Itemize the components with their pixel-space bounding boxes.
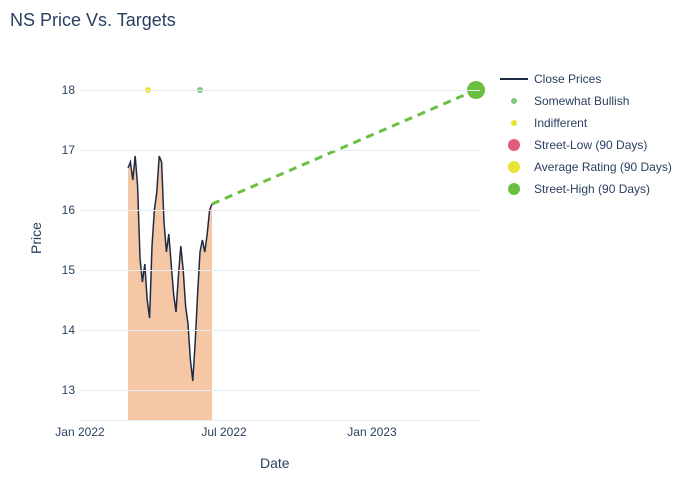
y-tick-label: 13 <box>62 383 75 397</box>
x-tick-label: Jan 2022 <box>55 425 104 439</box>
gridline <box>80 390 480 391</box>
legend-dot-wrap <box>500 98 528 104</box>
legend-item: Indifferent <box>500 114 672 132</box>
legend-item: Close Prices <box>500 70 672 88</box>
plot-svg <box>80 60 480 420</box>
gridline <box>80 150 480 151</box>
legend-label: Street-High (90 Days) <box>534 182 650 196</box>
gridline <box>80 210 480 211</box>
legend-dot-wrap <box>500 183 528 195</box>
chart-title: NS Price Vs. Targets <box>10 10 176 31</box>
legend: Close Prices Somewhat Bullish Indifferent S… <box>500 70 672 202</box>
y-tick-label: 17 <box>62 143 75 157</box>
y-tick-label: 15 <box>62 263 75 277</box>
legend-label: Indifferent <box>534 116 587 130</box>
y-axis-label: Price <box>28 222 44 254</box>
legend-line-swatch <box>500 78 528 80</box>
x-tick-label: Jul 2022 <box>201 425 246 439</box>
legend-item: Somewhat Bullish <box>500 92 672 110</box>
legend-item: Street-High (90 Days) <box>500 180 672 198</box>
target-line <box>212 90 476 204</box>
price-fill <box>128 156 212 420</box>
y-tick-label: 16 <box>62 203 75 217</box>
x-axis-label: Date <box>260 455 290 471</box>
legend-dot-wrap <box>500 120 528 126</box>
legend-dot <box>508 161 520 173</box>
legend-item: Street-Low (90 Days) <box>500 136 672 154</box>
gridline <box>80 270 480 271</box>
legend-dot-wrap <box>500 139 528 151</box>
legend-dot <box>511 120 517 126</box>
legend-label: Street-Low (90 Days) <box>534 138 647 152</box>
legend-dot <box>508 139 520 151</box>
legend-item: Average Rating (90 Days) <box>500 158 672 176</box>
legend-label: Average Rating (90 Days) <box>534 160 672 174</box>
legend-label: Close Prices <box>534 72 601 86</box>
chart-container: NS Price Vs. Targets Price Date 13141516… <box>0 0 700 500</box>
legend-dot <box>508 183 520 195</box>
plot-area: 131415161718Jan 2022Jul 2022Jan 2023 <box>80 60 480 421</box>
gridline <box>80 90 480 91</box>
legend-dot-wrap <box>500 161 528 173</box>
legend-dot <box>511 98 517 104</box>
x-tick-label: Jan 2023 <box>347 425 396 439</box>
y-tick-label: 14 <box>62 323 75 337</box>
y-tick-label: 18 <box>62 83 75 97</box>
gridline <box>80 330 480 331</box>
legend-label: Somewhat Bullish <box>534 94 629 108</box>
